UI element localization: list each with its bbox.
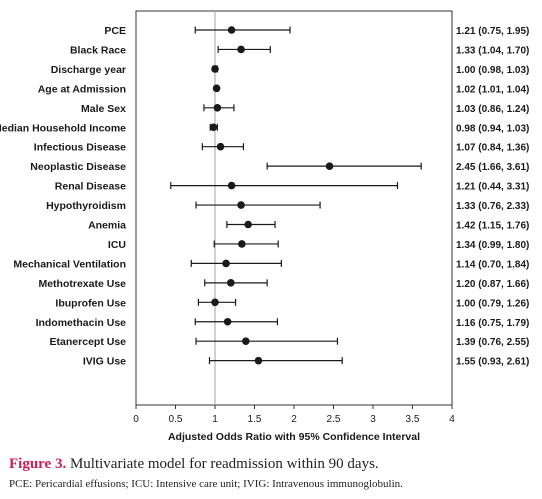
row-value-label: 1.02 (1.01, 1.04)	[456, 84, 529, 95]
x-tick-label: 2	[291, 414, 297, 425]
x-tick-label: 3	[370, 414, 376, 425]
odds-ratio-point	[223, 317, 232, 326]
row-value-label: 1.00 (0.79, 1.26)	[456, 298, 529, 309]
row-value-label: 1.20 (0.87, 1.66)	[456, 279, 529, 290]
row-label: IVIG Use	[83, 356, 126, 368]
row-label: Ibuprofen Use	[55, 297, 126, 309]
odds-ratio-point	[222, 259, 230, 268]
row-label: Etanercept Use	[50, 336, 127, 348]
row-value-label: 1.14 (0.70, 1.84)	[456, 259, 529, 270]
row-value-label: 1.21 (0.75, 1.95)	[456, 26, 529, 37]
odds-ratio-point	[211, 298, 219, 307]
row-value-label: 1.16 (0.75, 1.79)	[456, 318, 529, 329]
odds-ratio-point	[237, 201, 245, 209]
row-value-label: 1.39 (0.76, 2.55)	[456, 337, 529, 348]
x-tick-label: 3.5	[406, 414, 420, 425]
odds-ratio-point	[242, 337, 250, 346]
x-tick-label: 2.5	[327, 414, 341, 425]
row-label: Neoplastic Disease	[30, 161, 126, 173]
odds-ratio-point	[227, 26, 236, 34]
row-value-label: 1.55 (0.93, 2.61)	[456, 357, 529, 368]
plot-frame	[135, 10, 453, 406]
row-value-label: 1.03 (0.86, 1.24)	[456, 104, 529, 115]
row-label: Male Sex	[81, 103, 126, 115]
odds-ratio-point	[227, 279, 235, 287]
row-label: Anemia	[88, 220, 126, 232]
row-value-label: 1.42 (1.15, 1.76)	[456, 221, 529, 232]
row-value-label: 1.00 (0.98, 1.03)	[456, 65, 529, 76]
row-label: Mechanical Ventilation	[13, 258, 126, 270]
row-value-label: 1.07 (0.84, 1.36)	[456, 143, 529, 154]
row-value-label: 1.34 (0.99, 1.80)	[456, 240, 529, 251]
figure-number: Figure 3.	[9, 456, 67, 472]
row-value-label: 1.21 (0.44, 3.31)	[456, 182, 529, 193]
row-label: Black Race	[70, 44, 126, 56]
row-label: Median Household Income	[0, 122, 126, 134]
figure-footnote: PCE: Pericardial effusions; ICU: Intensi…	[9, 478, 403, 490]
odds-ratio-point	[211, 65, 219, 73]
row-label: Renal Disease	[55, 181, 126, 193]
odds-ratio-point	[213, 104, 222, 112]
x-tick-label: 1	[212, 414, 218, 425]
x-tick-label: 0.5	[169, 414, 183, 425]
x-tick-label: 0	[133, 414, 139, 425]
odds-ratio-point	[237, 45, 245, 54]
row-label: Methotrexate Use	[38, 278, 126, 290]
figure-caption: Figure 3. Multivariate model for readmis…	[9, 456, 539, 473]
row-label: Infectious Disease	[34, 142, 126, 154]
row-label: ICU	[108, 239, 126, 251]
odds-ratio-point	[238, 240, 246, 248]
caption-text: Multivariate model for readmission withi…	[69, 456, 379, 472]
forest-plot-figure: 0 0.5 1 1.5 2 2.5 3 3.5 4 Adjusted Odds Ratio wit…	[0, 10, 529, 443]
odds-ratio-point	[254, 356, 263, 365]
odds-ratio-point	[212, 84, 221, 93]
x-axis-title: Adjusted Odds Ratio with 95% Confidence …	[168, 431, 420, 443]
row-value-label: 0.98 (0.94, 1.03)	[456, 123, 529, 134]
row-label: Age at Admission	[38, 83, 126, 95]
row-label: Discharge year	[51, 64, 126, 76]
row-value-label: 1.33 (1.04, 1.70)	[456, 45, 529, 56]
odds-ratio-point	[244, 220, 252, 229]
row-value-label: 1.33 (0.76, 2.33)	[456, 201, 529, 212]
row-value-label: 2.45 (1.66, 3.61)	[456, 162, 529, 173]
row-label: PCE	[104, 25, 126, 37]
odds-ratio-point	[227, 181, 236, 190]
odds-ratio-point	[325, 162, 334, 170]
row-label: Indomethacin Use	[36, 317, 127, 329]
forest-plot-chart: 0 0.5 1 1.5 2 2.5 3 3.5 4 Adjusted Odds Ratio wit…	[0, 10, 529, 443]
row-label: Hypothyroidism	[46, 200, 126, 212]
odds-ratio-point	[216, 142, 225, 151]
odds-ratio-point	[209, 123, 218, 132]
x-tick-label: 4	[449, 414, 455, 425]
x-tick-label: 1.5	[248, 414, 262, 425]
